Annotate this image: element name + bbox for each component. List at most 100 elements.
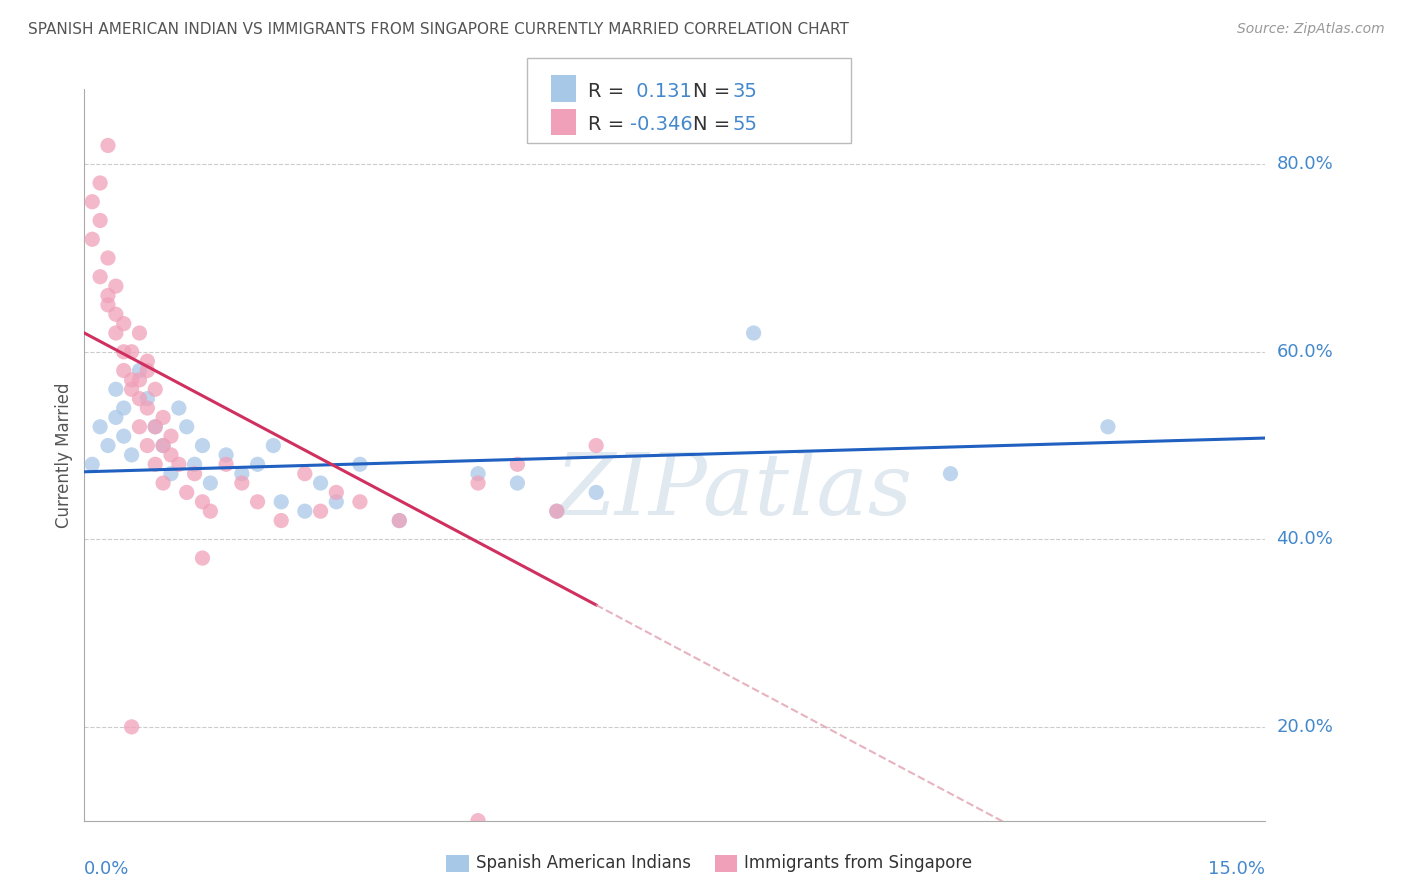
Point [231,467,253,481]
Point [128,419,150,434]
Point [325,495,347,509]
Point [167,401,190,415]
Point [160,467,183,481]
Point [246,495,269,509]
Point [97,251,120,265]
Point [191,551,214,566]
Point [262,438,284,452]
Point [136,363,159,377]
Point [270,495,292,509]
Point [160,448,183,462]
Point [128,326,150,340]
Point [89,213,111,227]
Text: R =: R = [588,115,630,134]
Text: 15.0%: 15.0% [1208,860,1265,878]
Point [104,326,127,340]
Point [136,354,159,368]
Point [309,476,332,491]
Point [128,363,150,377]
Point [136,401,159,415]
Point [167,458,190,472]
Text: R =: R = [588,82,630,101]
Text: SPANISH AMERICAN INDIAN VS IMMIGRANTS FROM SINGAPORE CURRENTLY MARRIED CORRELATI: SPANISH AMERICAN INDIAN VS IMMIGRANTS FR… [28,22,849,37]
Point [200,476,222,491]
Point [270,514,292,528]
Point [121,448,143,462]
Text: Source: ZipAtlas.com: Source: ZipAtlas.com [1237,22,1385,37]
Text: 60.0%: 60.0% [1277,343,1333,360]
Point [97,298,120,312]
Point [89,419,111,434]
Point [546,504,568,518]
Point [388,514,411,528]
Text: Immigrants from Singapore: Immigrants from Singapore [745,855,973,872]
Point [215,458,238,472]
Point [112,344,135,359]
Point [191,495,214,509]
Text: -0.346: -0.346 [630,115,693,134]
Point [309,504,332,518]
Point [97,438,120,452]
Point [349,495,371,509]
Point [112,363,135,377]
Point [112,317,135,331]
Point [143,419,166,434]
Point [112,429,135,443]
Point [742,326,765,340]
Point [82,194,104,209]
Point [200,504,222,518]
Point [939,467,962,481]
Point [104,382,127,396]
Point [128,392,150,406]
Y-axis label: Currently Married: Currently Married [55,382,73,528]
Point [546,504,568,518]
Point [183,467,205,481]
Point [143,419,166,434]
Point [176,419,198,434]
Text: 35: 35 [733,82,758,101]
Point [388,514,411,528]
Text: 55: 55 [733,115,758,134]
Point [176,485,198,500]
Text: 0.0%: 0.0% [84,860,129,878]
Text: 20.0%: 20.0% [1277,718,1333,736]
Point [128,373,150,387]
Text: 40.0%: 40.0% [1277,531,1333,549]
Point [183,458,205,472]
Point [585,438,607,452]
Point [325,485,347,500]
Point [152,410,174,425]
Point [104,410,127,425]
Point [506,458,529,472]
Point [467,814,489,828]
Text: N =: N = [693,82,737,101]
Point [506,476,529,491]
Text: N =: N = [693,115,737,134]
Point [152,476,174,491]
Point [143,382,166,396]
Point [121,344,143,359]
Point [89,269,111,284]
Point [294,504,316,518]
Point [585,485,607,500]
Point [104,279,127,293]
Point [191,438,214,452]
Point [160,429,183,443]
Point [82,232,104,246]
Point [467,467,489,481]
Point [152,438,174,452]
Point [136,392,159,406]
Point [152,438,174,452]
Text: 0.131: 0.131 [630,82,692,101]
Point [121,382,143,396]
Point [231,476,253,491]
Text: ZIPatlas: ZIPatlas [555,450,912,533]
Point [294,467,316,481]
Point [97,138,120,153]
Point [97,288,120,302]
Point [112,401,135,415]
Point [121,720,143,734]
Text: 80.0%: 80.0% [1277,155,1333,173]
Point [82,458,104,472]
Point [121,373,143,387]
